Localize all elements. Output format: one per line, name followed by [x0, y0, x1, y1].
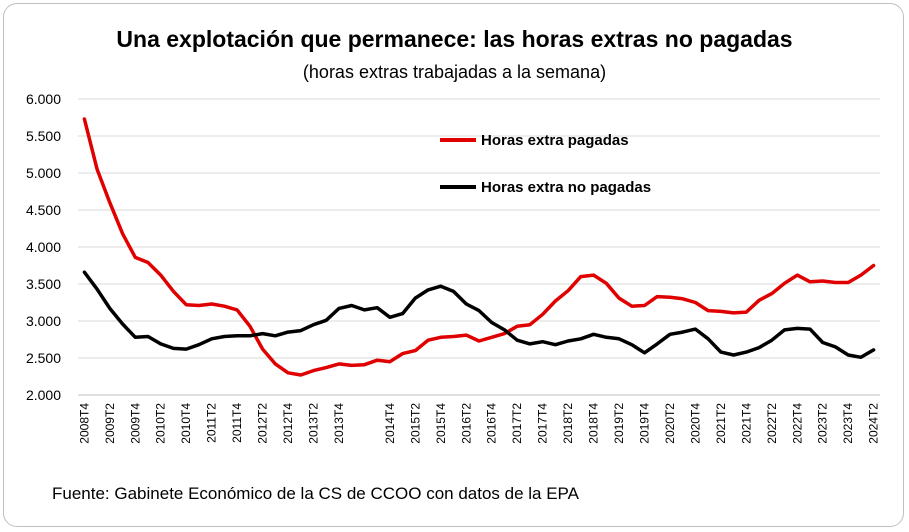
chart-frame: [3, 3, 904, 527]
x-tick-label: 2015T4: [434, 403, 448, 444]
y-axis-ticks: 2.000 2.500 3.000 3.500 4.000 4.500 5.000 5.500…: [26, 91, 61, 403]
x-tick-label: 2009T2: [103, 403, 117, 444]
y-tick-label: 3.500: [26, 276, 61, 292]
x-tick-label: 2016T4: [485, 403, 499, 444]
y-tick-label: 4.500: [26, 202, 61, 218]
y-tick-label: 4.000: [26, 239, 61, 255]
y-tick-label: 3.000: [26, 313, 61, 329]
x-tick-label: 2018T2: [561, 403, 575, 444]
x-tick-label: 2012T2: [256, 403, 270, 444]
x-tick-label: 2010T4: [179, 403, 193, 444]
legend-label: Horas extra no pagadas: [481, 179, 651, 196]
legend: Horas extra pagadas Horas extra no pagada…: [440, 132, 651, 196]
x-tick-label: 2010T2: [154, 403, 168, 444]
x-tick-label: 2020T4: [688, 403, 702, 444]
x-tick-label: 2020T2: [663, 403, 677, 444]
x-tick-label: 2008T4: [77, 403, 91, 444]
y-tick-label: 5.500: [26, 128, 61, 144]
x-tick-label: 2023T2: [816, 403, 830, 444]
x-tick-label: 2011T4: [230, 403, 244, 443]
chart-subtitle: (horas extras trabajadas a la semana): [302, 62, 607, 82]
x-tick-label: 2019T4: [637, 403, 651, 444]
y-tick-label: 6.000: [26, 91, 61, 107]
x-tick-label: 2013T4: [332, 403, 346, 444]
chart-title: Una explotación que permanece: las horas…: [116, 26, 793, 52]
y-tick-label: 2.000: [26, 387, 61, 403]
x-tick-label: 2022T2: [765, 403, 779, 444]
x-tick-label: 2023T4: [841, 403, 855, 444]
x-tick-label: 2021T2: [714, 403, 728, 444]
legend-label: Horas extra pagadas: [481, 132, 629, 149]
series-line-horas-extra-pagadas: [82, 117, 876, 377]
grid-lines: [78, 98, 880, 359]
y-tick-label: 5.000: [26, 165, 61, 181]
x-tick-label: 2016T2: [459, 403, 473, 444]
x-tick-label: 2022T4: [790, 403, 804, 444]
x-tick-label: 2011T2: [205, 403, 219, 443]
x-tick-label: 2018T4: [587, 403, 601, 444]
y-tick-label: 2.500: [26, 350, 61, 366]
x-tick-label: 2019T2: [612, 403, 626, 444]
x-tick-label: 2009T4: [128, 403, 142, 444]
x-tick-label: 2015T2: [408, 403, 422, 444]
x-tick-label: 2013T2: [307, 403, 321, 444]
series-line-horas-extra-no-pagadas: [82, 270, 876, 360]
x-tick-label: 2017T4: [536, 403, 550, 444]
x-tick-label: 2017T2: [510, 403, 524, 444]
x-axis-ticks: 2008T4 2009T2 2009T4 2010T2 2010T4 2011T2 2011…: [77, 403, 880, 444]
series-lines: [82, 117, 876, 377]
chart-source: Fuente: Gabinete Económico de la CS de C…: [52, 484, 579, 503]
x-tick-label: 2024T2: [867, 403, 881, 444]
x-tick-label: 2012T4: [281, 403, 295, 444]
x-tick-label: 2021T4: [739, 403, 753, 444]
x-tick-label: 2014T4: [383, 403, 397, 444]
